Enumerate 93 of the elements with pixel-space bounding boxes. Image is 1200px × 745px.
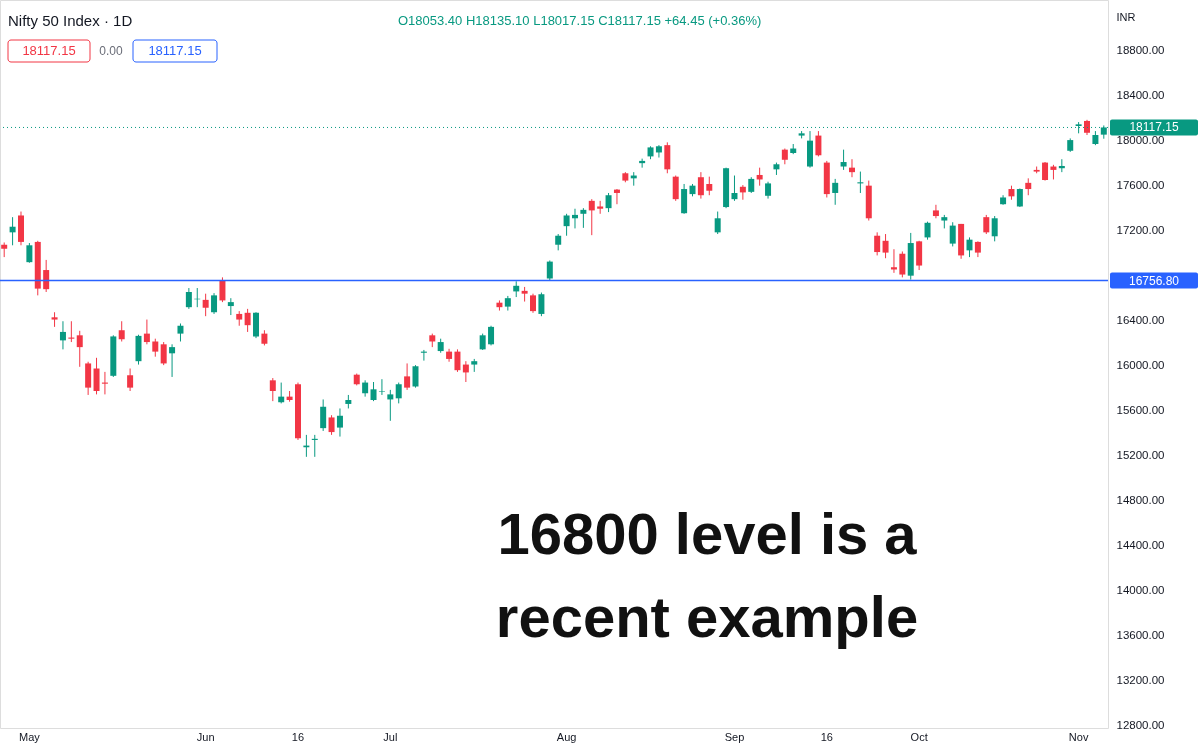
candlestick [219, 276, 226, 303]
candlestick [1016, 187, 1023, 208]
candlestick [387, 389, 394, 422]
y-tick-label: 16400.00 [1116, 314, 1165, 327]
candlestick [169, 343, 176, 378]
candlestick [244, 308, 251, 333]
candlestick [731, 175, 738, 202]
candlestick [983, 214, 990, 235]
x-tick-label: Jul [383, 730, 398, 743]
y-axis-title: INR [1116, 10, 1136, 23]
y-tick-label: 18800.00 [1116, 44, 1165, 57]
annotation: O18053.40 H18135.10 L18017.15 C18117.15 +64.45 (+0.36%) [398, 13, 762, 28]
candlestick [320, 398, 327, 432]
candlestick [697, 171, 704, 200]
candlestick [605, 192, 612, 213]
candlestick [899, 250, 906, 278]
candlestick [882, 233, 889, 259]
candlestick [378, 378, 385, 396]
ref-line-label: 18117.15 [1129, 120, 1179, 135]
annotation: 18117.15 [148, 43, 202, 58]
candlestick [613, 188, 620, 205]
candlestick [118, 320, 125, 342]
candlestick [932, 204, 939, 219]
x-tick-label: 16 [820, 730, 833, 743]
candlestick [127, 368, 134, 392]
candlestick [143, 319, 150, 345]
y-tick-label: 12800.00 [1116, 719, 1165, 732]
candlestick [202, 293, 209, 317]
ref-line-label: 16756.80 [1128, 273, 1180, 288]
candlestick [714, 211, 721, 235]
candlestick [840, 149, 847, 171]
candlestick [563, 213, 570, 237]
candlestick [211, 292, 218, 315]
x-tick-label: Nov [1068, 730, 1089, 743]
y-tick-label: 17600.00 [1116, 179, 1165, 192]
candlestick [571, 208, 578, 229]
candlestick [76, 330, 83, 368]
candlestick [454, 348, 461, 373]
candlestick [949, 221, 956, 247]
candlestick [530, 293, 537, 314]
x-tick-label: Aug [556, 730, 577, 743]
candlestick [546, 259, 553, 281]
candlestick [269, 377, 276, 402]
y-tick-label: 16000.00 [1116, 359, 1165, 372]
candlestick [655, 144, 662, 159]
candlestick [185, 287, 192, 310]
candlestick [874, 231, 881, 256]
y-tick-label: 13200.00 [1116, 674, 1165, 687]
annotation: 16800 level is a recent example [495, 501, 919, 649]
x-tick-label: Sep [724, 730, 745, 743]
y-tick-label: 14000.00 [1116, 584, 1165, 597]
y-tick-label: 13600.00 [1116, 629, 1165, 642]
y-tick-label: 15200.00 [1116, 449, 1165, 462]
candlestick [93, 357, 100, 395]
candlestick [26, 242, 33, 264]
candlestick [253, 311, 260, 339]
candlestick [446, 348, 453, 363]
candlestick [412, 364, 419, 389]
candlestick [832, 178, 839, 206]
y-tick-label: 17200.00 [1116, 224, 1165, 237]
candlestick [59, 320, 66, 350]
candlestick [966, 236, 973, 258]
candlestick [1042, 161, 1049, 182]
candlestick [538, 292, 545, 317]
candlestick [370, 381, 377, 402]
candlestick [160, 341, 167, 366]
candlestick [815, 130, 822, 157]
candlestick [924, 221, 931, 241]
candlestick [706, 176, 713, 196]
x-tick-label: 16 [291, 730, 305, 743]
candlestick [328, 414, 335, 436]
y-tick-label: 18400.00 [1116, 89, 1165, 102]
x-tick-label: Jun [196, 730, 215, 743]
candlestick [336, 407, 343, 438]
annotation: 18117.15 [22, 43, 76, 58]
candlestick [588, 198, 595, 236]
candlestick [404, 362, 411, 391]
candlestick [672, 175, 679, 202]
candlestick [395, 382, 402, 404]
candlestick [152, 338, 159, 358]
y-tick-label: 15600.00 [1116, 404, 1165, 417]
candlestick [991, 215, 998, 242]
candlestick [43, 259, 50, 293]
y-tick-label: 14800.00 [1116, 494, 1165, 507]
annotation: 0.00 [99, 44, 123, 58]
candlestick [580, 207, 587, 229]
x-tick-label: Oct [910, 730, 928, 743]
y-tick-label: 14400.00 [1116, 539, 1165, 552]
candlestick [177, 322, 184, 342]
x-tick-label: May [18, 730, 41, 743]
text: Nifty 50 Index · 1D [8, 12, 133, 29]
y-tick-label: 18000.00 [1116, 134, 1165, 147]
candlestick [488, 325, 495, 346]
